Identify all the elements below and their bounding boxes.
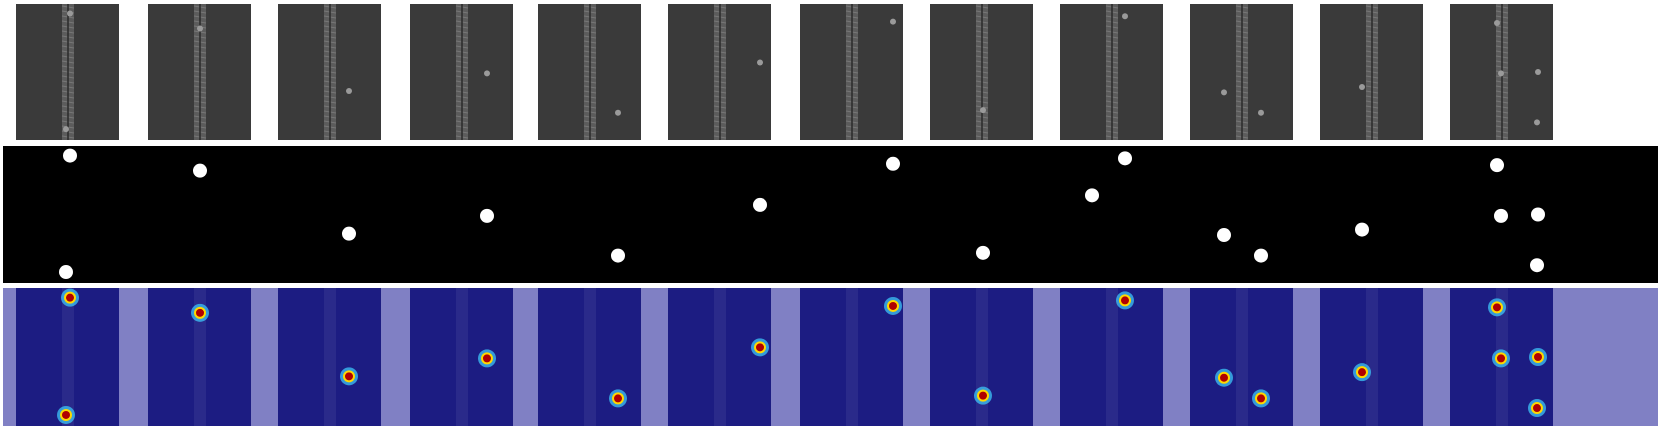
defect-mask-blob xyxy=(193,163,207,178)
zipper-image xyxy=(410,4,513,140)
defect-mask-blob xyxy=(611,248,625,263)
zipper-image xyxy=(1060,4,1163,140)
heatmap-tile xyxy=(148,288,251,426)
defect-mask-blob xyxy=(1118,151,1132,166)
heatmap-tile xyxy=(410,288,513,426)
ground-truth-mask-row xyxy=(3,146,1658,283)
zipper-image-row xyxy=(0,4,1660,140)
defect-mask-blob xyxy=(1355,222,1369,237)
defect-mask-blob xyxy=(59,265,73,280)
defect-mask-blob xyxy=(480,208,494,223)
anomaly-hotspot xyxy=(1533,404,1541,413)
heatmap-tile xyxy=(1190,288,1293,426)
anomaly-heatmap-row xyxy=(3,288,1658,426)
zipper-image xyxy=(278,4,381,140)
anomaly-hotspot xyxy=(1220,373,1228,382)
heatmap-tile xyxy=(1060,288,1163,426)
anomaly-hotspot xyxy=(756,343,764,352)
mask-canvas xyxy=(59,148,1545,280)
zipper-image xyxy=(538,4,641,140)
anomaly-hotspot xyxy=(1493,303,1501,312)
anomaly-hotspot xyxy=(483,354,491,363)
anomaly-hotspot xyxy=(979,391,987,400)
heatmap-tile xyxy=(800,288,903,426)
heatmap-tile xyxy=(278,288,381,426)
anomaly-hotspot xyxy=(1534,353,1542,361)
zipper-image xyxy=(1320,4,1423,140)
defect-mask-blob xyxy=(63,148,77,163)
defect-mask-blob xyxy=(1531,207,1545,222)
anomaly-hotspot xyxy=(345,372,353,381)
defect-mask-blob xyxy=(1530,258,1544,273)
defect-mask-blob xyxy=(886,156,900,171)
anomaly-hotspot xyxy=(1358,368,1366,377)
anomaly-hotspot xyxy=(196,308,204,317)
defect-mask-blob xyxy=(1490,158,1504,173)
defect-mask-blob xyxy=(976,245,990,260)
defect-mask-blob xyxy=(753,197,767,212)
anomaly-hotspot xyxy=(1121,296,1129,305)
anomaly-hotspot xyxy=(1497,354,1505,363)
anomaly-hotspot xyxy=(62,410,70,419)
zipper-image xyxy=(1450,4,1553,140)
defect-mask-blob xyxy=(1494,208,1508,223)
defect-mask-blob xyxy=(1217,228,1231,243)
zipper-image xyxy=(800,4,903,140)
anomaly-hotspot xyxy=(889,301,897,310)
anomaly-hotspot xyxy=(66,293,74,302)
heatmap-tile xyxy=(668,288,771,426)
zipper-image xyxy=(930,4,1033,140)
zipper-image xyxy=(1190,4,1293,140)
defect-mask-blob xyxy=(1254,248,1268,263)
anomaly-hotspot xyxy=(1257,394,1265,403)
defect-mask-blob xyxy=(1085,188,1099,203)
zipper-image xyxy=(668,4,771,140)
heatmap-tile xyxy=(538,288,641,426)
zipper-image xyxy=(148,4,251,140)
heatmap-tile xyxy=(1450,288,1553,426)
heatmap-tile xyxy=(16,288,119,426)
heatmap-tile xyxy=(1320,288,1423,426)
zipper-image xyxy=(16,4,119,140)
anomaly-hotspot xyxy=(614,394,622,403)
defect-mask-blob xyxy=(342,226,356,241)
